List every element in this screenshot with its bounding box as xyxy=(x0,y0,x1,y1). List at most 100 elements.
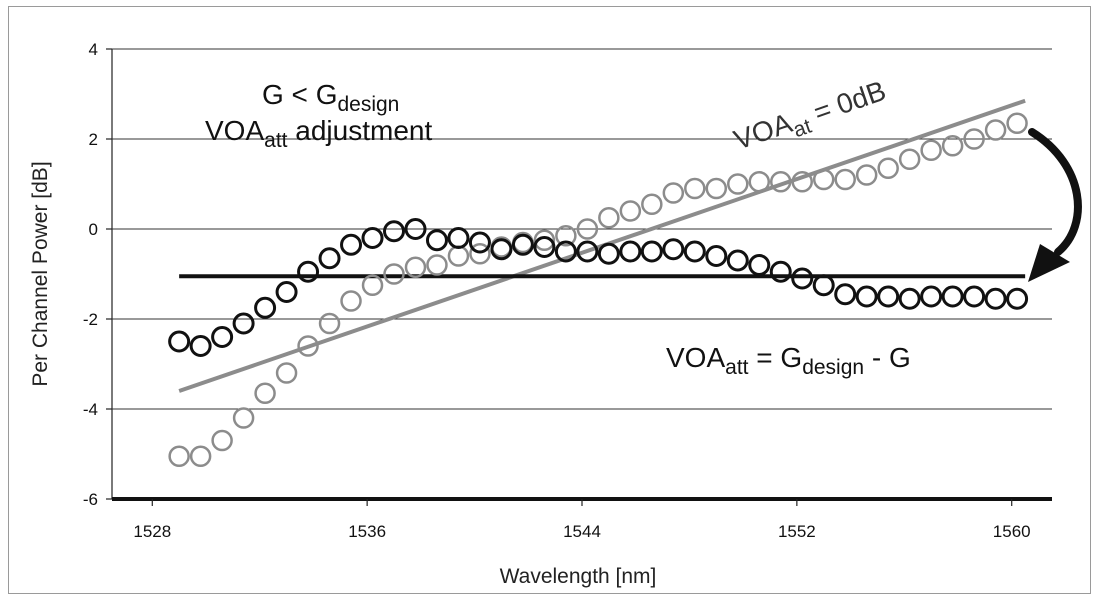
data-point xyxy=(1006,287,1029,310)
data-point xyxy=(812,168,835,191)
data-point xyxy=(769,260,792,283)
data-point xyxy=(641,193,663,215)
x-axis-label: Wavelength [nm] xyxy=(500,565,657,588)
series-black-points xyxy=(168,218,1029,357)
data-point xyxy=(920,285,943,308)
data-point xyxy=(318,312,341,335)
data-point xyxy=(533,229,556,251)
data-point xyxy=(619,200,642,222)
data-point xyxy=(447,227,470,249)
voa-adjustment-annotation: VOAatt adjustment xyxy=(205,115,432,152)
data-point xyxy=(597,242,620,265)
data-point xyxy=(554,240,577,263)
data-point xyxy=(984,287,1007,310)
data-point xyxy=(920,139,942,161)
data-point xyxy=(748,254,771,276)
data-point xyxy=(404,256,427,278)
data-point xyxy=(168,445,190,467)
voa-zero-annotation: VOAat = 0dB xyxy=(730,75,892,162)
data-point xyxy=(254,382,276,404)
data-point xyxy=(340,233,363,256)
data-point xyxy=(383,220,405,243)
grid-lines xyxy=(106,48,1052,506)
data-point xyxy=(576,240,599,263)
data-point xyxy=(662,238,685,261)
y-tick-label: -6 xyxy=(83,490,98,509)
data-point xyxy=(425,229,448,252)
data-point xyxy=(705,245,728,267)
data-point xyxy=(318,247,341,270)
data-point xyxy=(898,148,921,170)
curved-arrow-head xyxy=(1028,244,1070,282)
data-points xyxy=(168,112,1029,467)
data-point xyxy=(726,249,749,272)
data-point xyxy=(684,177,706,200)
y-tick-label: 2 xyxy=(89,130,98,149)
data-point xyxy=(640,240,663,263)
series-gray-points xyxy=(168,112,1028,467)
data-point xyxy=(447,245,470,267)
data-point xyxy=(963,285,986,308)
data-point xyxy=(791,171,813,193)
data-point xyxy=(769,171,792,193)
data-point xyxy=(555,225,577,247)
data-point xyxy=(791,267,814,290)
x-tick-label: 1560 xyxy=(993,522,1031,541)
data-point xyxy=(898,287,921,310)
data-point xyxy=(297,260,320,283)
data-point xyxy=(340,290,362,312)
data-point xyxy=(469,243,491,265)
data-point xyxy=(619,240,642,263)
y-tick-labels: 4 2 0 -2 -4 -6 xyxy=(83,40,98,509)
data-point xyxy=(941,285,964,308)
y-tick-label: 4 xyxy=(89,40,98,59)
data-point xyxy=(877,285,900,308)
y-tick-label: 0 xyxy=(89,220,98,239)
data-point xyxy=(404,218,427,240)
data-point xyxy=(468,231,491,254)
data-point xyxy=(211,326,234,348)
data-point xyxy=(383,263,405,285)
data-point xyxy=(834,283,857,306)
data-point xyxy=(361,227,384,249)
data-point xyxy=(941,135,964,157)
x-tick-labels: 1528 1536 1544 1552 1560 xyxy=(133,522,1030,541)
data-point xyxy=(232,312,255,335)
data-point xyxy=(812,274,835,297)
data-point xyxy=(877,157,899,179)
data-point xyxy=(490,238,513,261)
data-point xyxy=(168,330,191,353)
y-axis-label: Per Channel Power [dB] xyxy=(29,161,52,386)
y-tick-label: -4 xyxy=(83,400,98,419)
data-point xyxy=(254,296,277,319)
y-tick-label: -2 xyxy=(83,310,98,329)
data-point xyxy=(189,445,212,467)
data-point xyxy=(834,168,856,191)
x-tick-label: 1544 xyxy=(563,522,601,541)
x-tick-label: 1528 xyxy=(133,522,171,541)
curved-arrow xyxy=(1028,128,1082,282)
data-point xyxy=(189,335,212,357)
data-point xyxy=(275,281,298,303)
x-tick-label: 1536 xyxy=(348,522,386,541)
data-point xyxy=(705,177,728,200)
data-point xyxy=(662,182,685,204)
x-tick-label: 1552 xyxy=(778,522,816,541)
chart-frame xyxy=(8,6,1091,594)
voa-formula-annotation: VOAatt = Gdesign - G xyxy=(666,342,911,379)
data-point xyxy=(683,240,706,263)
data-point xyxy=(232,407,255,429)
data-point xyxy=(211,429,233,452)
data-point xyxy=(963,128,985,150)
data-point xyxy=(984,119,1007,141)
curved-arrow-shaft xyxy=(1028,128,1082,256)
data-point xyxy=(426,254,448,276)
data-point xyxy=(1006,112,1028,134)
data-point xyxy=(727,173,749,195)
data-point xyxy=(297,335,319,357)
data-point xyxy=(576,218,599,240)
data-point xyxy=(748,171,771,193)
data-point xyxy=(598,207,620,229)
data-point xyxy=(361,274,384,296)
